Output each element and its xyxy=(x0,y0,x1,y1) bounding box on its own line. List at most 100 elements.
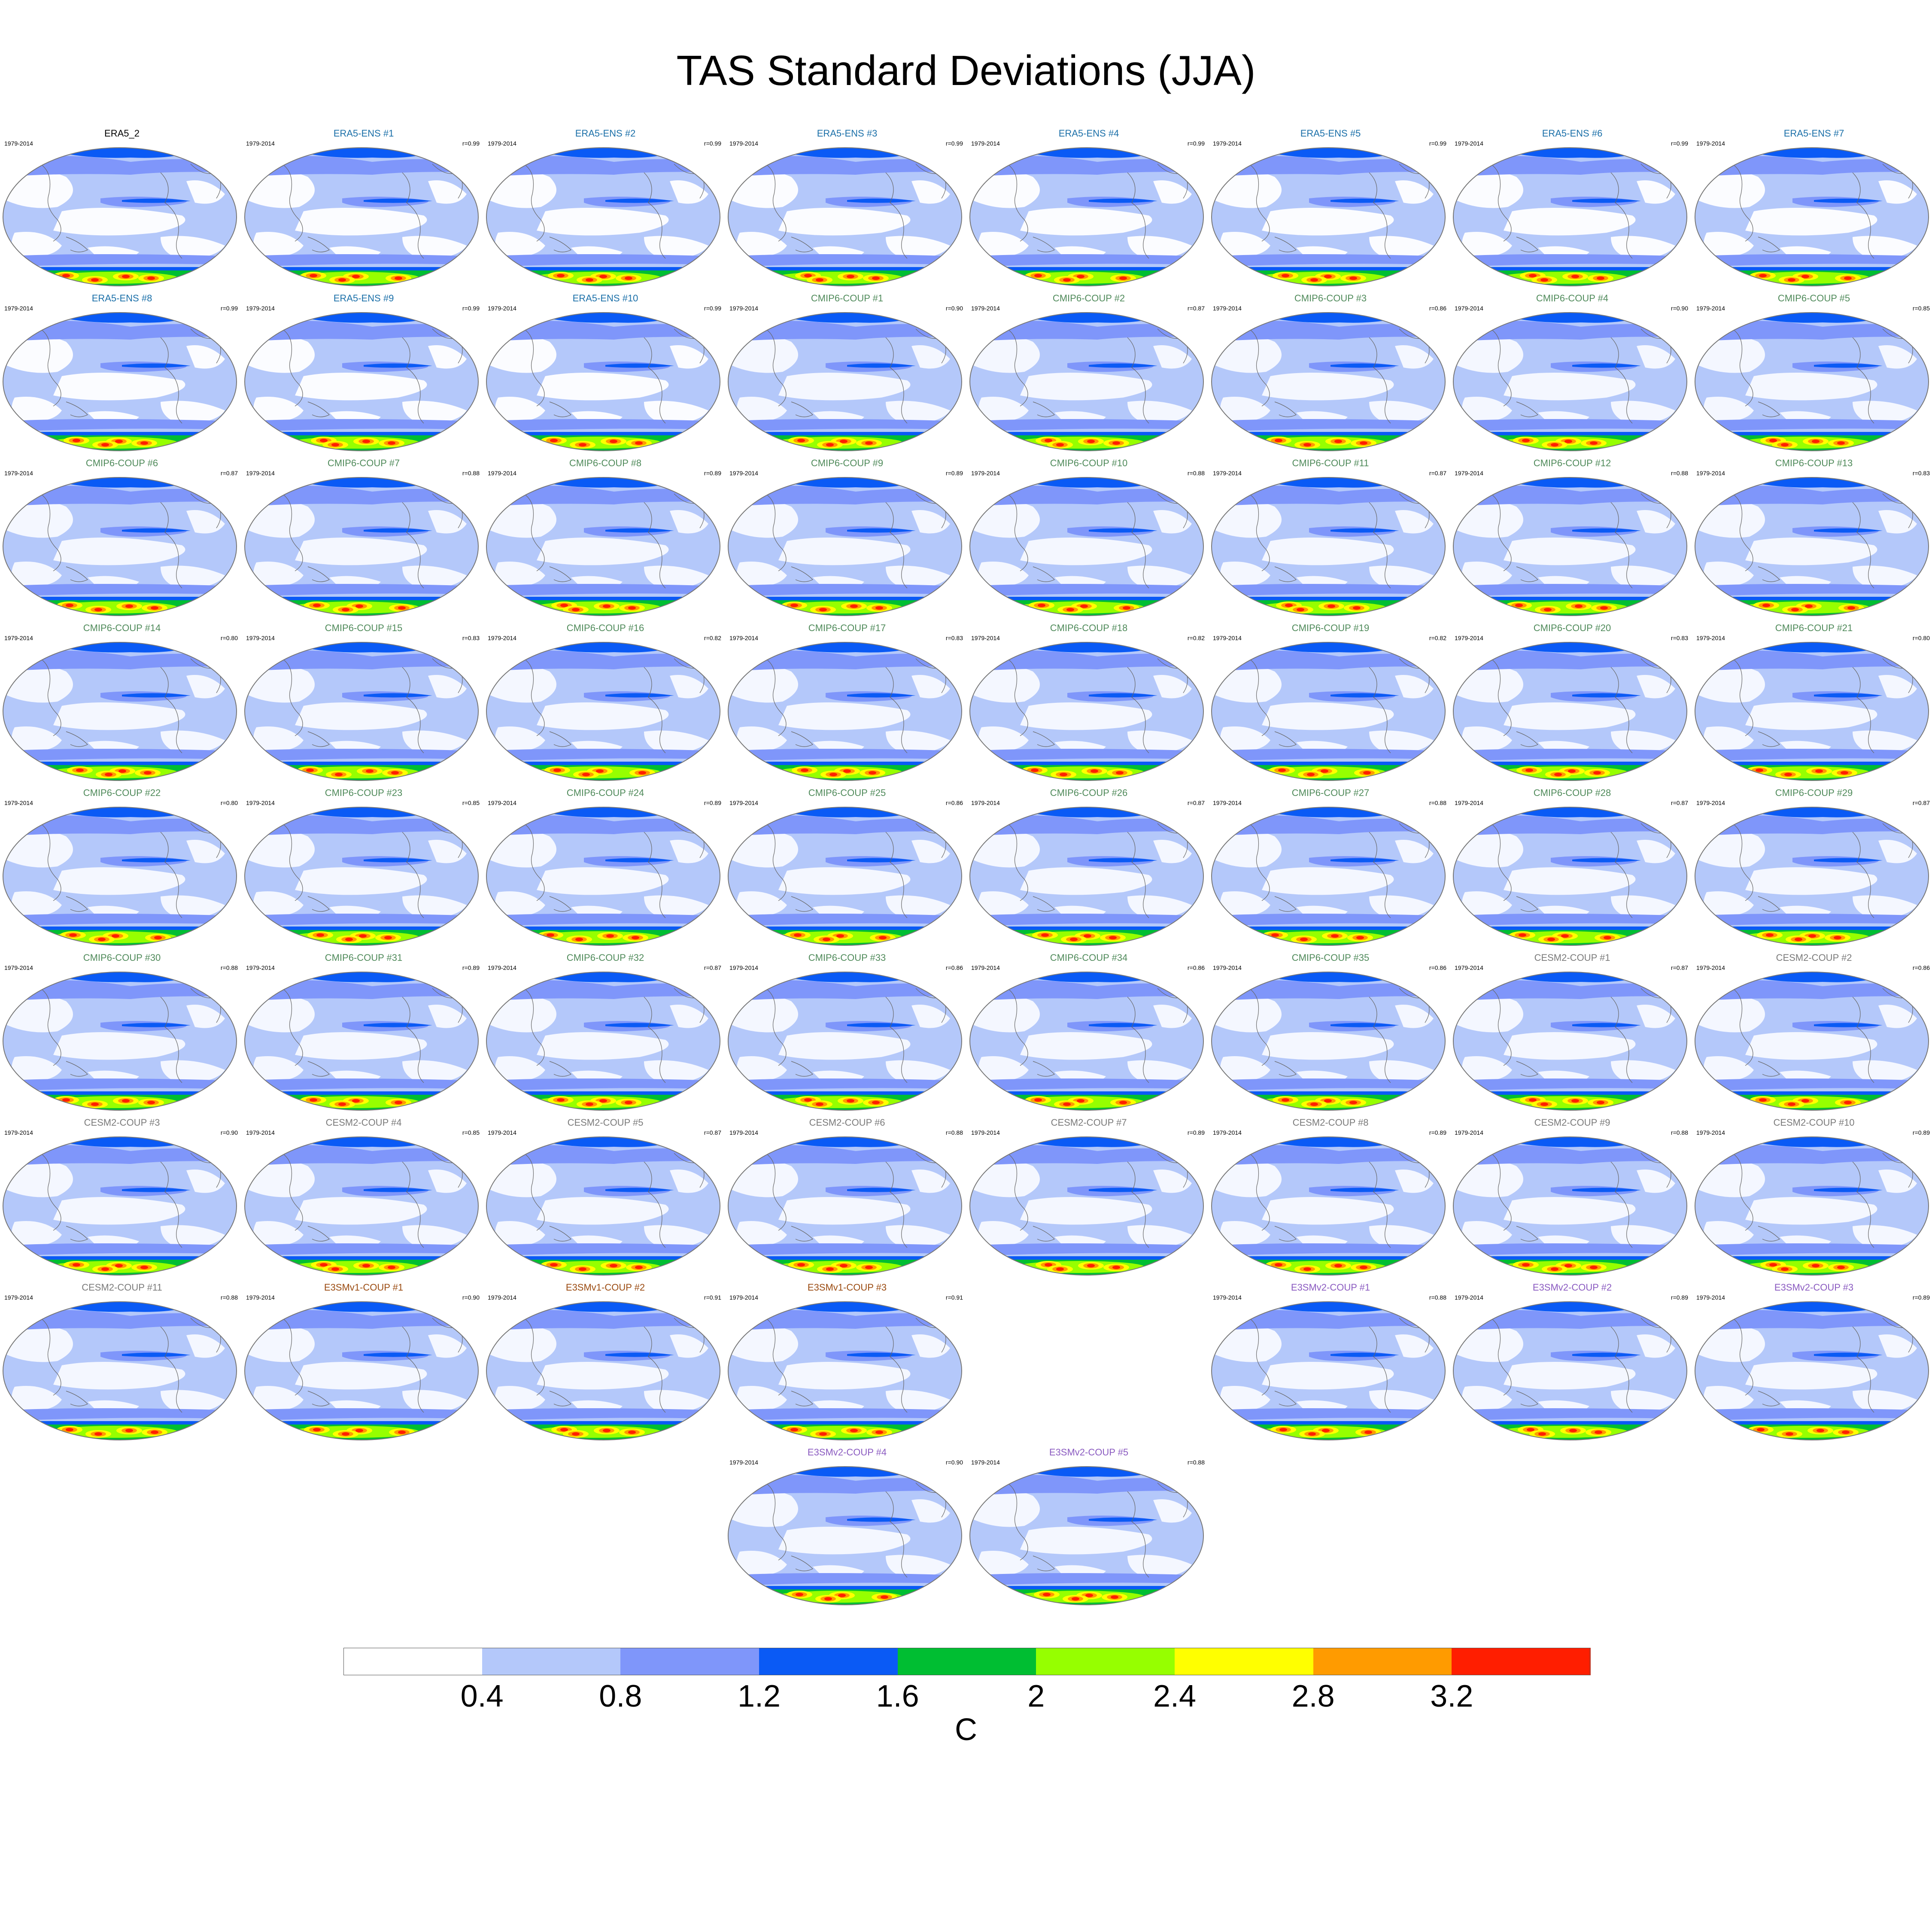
panel-title: CMIP6-COUP #20 xyxy=(1533,623,1611,633)
panel-correlation: r=0.80 xyxy=(1912,635,1930,641)
panel-period: 1979-2014 xyxy=(246,964,275,971)
panel-correlation: r=0.88 xyxy=(220,964,238,971)
panel-correlation: r=0.83 xyxy=(1671,635,1688,641)
panel-title: CMIP6-COUP #33 xyxy=(808,952,886,963)
map-plot xyxy=(1211,1301,1446,1440)
map-panel: CMIP6-COUP #24 1979-2014 r=0.89 xyxy=(485,787,726,946)
panel-correlation: r=0.88 xyxy=(1671,470,1688,477)
map-panel: CMIP6-COUP #28 1979-2014 r=0.87 xyxy=(1452,787,1692,946)
panel-title: CESM2-COUP #8 xyxy=(1292,1117,1369,1128)
panel-title: ERA5-ENS #5 xyxy=(1300,128,1361,139)
panel-period: 1979-2014 xyxy=(971,964,1000,971)
map-panel: CMIP6-COUP #7 1979-2014 r=0.88 xyxy=(243,458,484,617)
colorbar-units: C xyxy=(955,1713,977,1747)
panel-correlation: r=0.91 xyxy=(704,1294,721,1301)
panel-period: 1979-2014 xyxy=(729,1459,758,1466)
panel-period: 1979-2014 xyxy=(1213,1129,1242,1136)
map-panel: CMIP6-COUP #35 1979-2014 r=0.86 xyxy=(1210,952,1451,1111)
map-panel: CMIP6-COUP #3 1979-2014 r=0.86 xyxy=(1210,293,1451,452)
panel-period: 1979-2014 xyxy=(729,964,758,971)
panel-period: 1979-2014 xyxy=(1696,799,1725,806)
map-panel: CMIP6-COUP #29 1979-2014 r=0.87 xyxy=(1694,787,1932,946)
panel-correlation: r=0.89 xyxy=(1187,1129,1205,1136)
map-panel: CMIP6-COUP #33 1979-2014 r=0.86 xyxy=(727,952,967,1111)
map-plot xyxy=(244,1301,479,1440)
panel-title: CMIP6-COUP #35 xyxy=(1291,952,1370,963)
panel-correlation: r=0.87 xyxy=(704,964,721,971)
panel-period: 1979-2014 xyxy=(1455,470,1483,477)
panel-correlation: r=0.90 xyxy=(1671,305,1688,312)
map-plot xyxy=(244,312,479,451)
map-plot xyxy=(969,477,1204,616)
panel-period: 1979-2014 xyxy=(246,305,275,312)
panel-title: CMIP6-COUP #7 xyxy=(327,458,400,468)
panel-period: 1979-2014 xyxy=(1696,305,1725,312)
panel-correlation: r=0.90 xyxy=(220,1129,238,1136)
panel-period: 1979-2014 xyxy=(1455,964,1483,971)
panel-period: 1979-2014 xyxy=(971,1459,1000,1466)
map-panel: ERA5-ENS #8 1979-2014 r=0.99 xyxy=(2,293,242,452)
map-panel: CMIP6-COUP #27 1979-2014 r=0.88 xyxy=(1210,787,1451,946)
panel-title: ERA5-ENS #7 xyxy=(1783,128,1844,139)
panel-period: 1979-2014 xyxy=(246,799,275,806)
map-panel: E3SMv2-COUP #4 1979-2014 r=0.90 xyxy=(727,1447,967,1606)
colorbar-tick-label: 0.8 xyxy=(599,1679,642,1713)
panel-period: 1979-2014 xyxy=(1455,635,1483,641)
map-plot xyxy=(244,147,479,286)
panel-title: CMIP6-COUP #32 xyxy=(566,952,644,963)
panel-title: E3SMv2-COUP #2 xyxy=(1532,1282,1612,1293)
map-plot xyxy=(3,312,237,451)
panel-correlation: r=0.85 xyxy=(1912,305,1930,312)
map-panel: CESM2-COUP #8 1979-2014 r=0.89 xyxy=(1210,1117,1451,1276)
map-plot xyxy=(969,972,1204,1111)
panel-title: CMIP6-COUP #28 xyxy=(1533,787,1611,798)
panel-title: ERA5-ENS #2 xyxy=(575,128,636,139)
map-plot xyxy=(1453,642,1687,781)
map-plot xyxy=(1453,972,1687,1111)
colorbar xyxy=(343,1648,1591,1675)
panel-title: CESM2-COUP #3 xyxy=(84,1117,160,1128)
panel-title: CESM2-COUP #10 xyxy=(1773,1117,1855,1128)
panel-correlation: r=0.83 xyxy=(1912,470,1930,477)
map-panel: E3SMv2-COUP #2 1979-2014 r=0.89 xyxy=(1452,1282,1692,1441)
panel-period: 1979-2014 xyxy=(1696,635,1725,641)
map-panel: CMIP6-COUP #17 1979-2014 r=0.83 xyxy=(727,623,967,781)
map-panel: CMIP6-COUP #5 1979-2014 r=0.85 xyxy=(1694,293,1932,452)
map-plot xyxy=(3,807,237,946)
map-plot xyxy=(1695,807,1929,946)
panel-period: 1979-2014 xyxy=(4,635,33,641)
panel-period: 1979-2014 xyxy=(4,1129,33,1136)
map-panel: CESM2-COUP #9 1979-2014 r=0.88 xyxy=(1452,1117,1692,1276)
map-panel: ERA5-ENS #5 1979-2014 r=0.99 xyxy=(1210,128,1451,287)
colorbar-tick-label: 0.4 xyxy=(460,1679,504,1713)
panel-period: 1979-2014 xyxy=(1455,799,1483,806)
map-plot xyxy=(3,147,237,286)
panel-period: 1979-2014 xyxy=(971,305,1000,312)
panel-period: 1979-2014 xyxy=(971,140,1000,147)
map-panel: E3SMv2-COUP #3 1979-2014 r=0.89 xyxy=(1694,1282,1932,1441)
map-plot xyxy=(244,1136,479,1276)
panel-correlation: r=0.89 xyxy=(704,799,721,806)
panel-correlation: r=0.86 xyxy=(1429,964,1446,971)
map-plot xyxy=(1211,642,1446,781)
panel-correlation: r=0.88 xyxy=(1187,470,1205,477)
map-panel: CESM2-COUP #7 1979-2014 r=0.89 xyxy=(969,1117,1209,1276)
panel-correlation: r=0.88 xyxy=(1671,1129,1688,1136)
map-panel: E3SMv2-COUP #5 1979-2014 r=0.88 xyxy=(969,1447,1209,1606)
panel-period: 1979-2014 xyxy=(1455,140,1483,147)
panel-period: 1979-2014 xyxy=(1213,635,1242,641)
map-panel: CESM2-COUP #11 1979-2014 r=0.88 xyxy=(2,1282,242,1441)
panel-period: 1979-2014 xyxy=(1696,470,1725,477)
map-panel: CMIP6-COUP #15 1979-2014 r=0.83 xyxy=(243,623,484,781)
panel-title: CESM2-COUP #2 xyxy=(1776,952,1852,963)
panel-period: 1979-2014 xyxy=(246,1294,275,1301)
panel-correlation: r=0.99 xyxy=(704,305,721,312)
map-plot xyxy=(1211,477,1446,616)
map-panel: CMIP6-COUP #22 1979-2014 r=0.80 xyxy=(2,787,242,946)
map-panel: CMIP6-COUP #25 1979-2014 r=0.86 xyxy=(727,787,967,946)
colorbar-segment xyxy=(482,1648,621,1675)
map-plot xyxy=(728,147,962,286)
map-plot xyxy=(1695,1301,1929,1440)
map-panel: ERA5-ENS #10 1979-2014 r=0.99 xyxy=(485,293,726,452)
panel-title: CMIP6-COUP #15 xyxy=(325,623,403,633)
